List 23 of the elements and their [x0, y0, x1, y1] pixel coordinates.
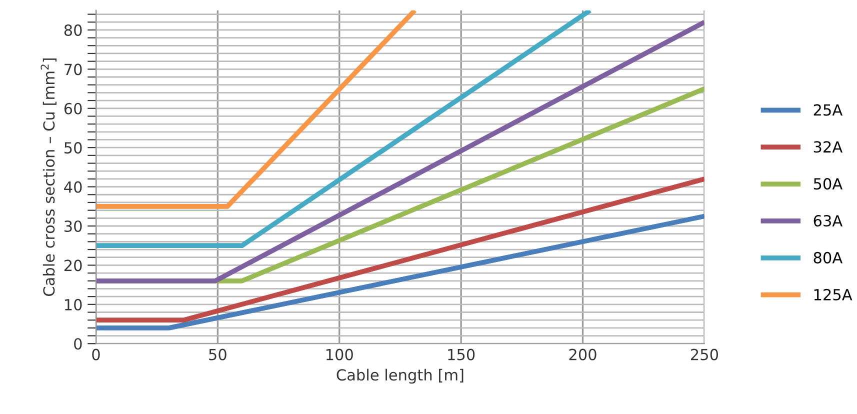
y-axis-title: Cable cross section – Cu [mm$^{2}$]	[40, 58, 57, 296]
x-tick-label: 250	[690, 348, 718, 360]
y-tick-label: 20	[64, 260, 82, 272]
y-tick-label: 50	[64, 142, 82, 154]
y-tick-label: 0	[74, 338, 82, 350]
y-tick-label: 40	[64, 181, 82, 193]
x-tick-label: 200	[569, 348, 596, 360]
y-tick-label: 80	[64, 24, 82, 36]
x-tick-label: 100	[326, 348, 353, 360]
y-tick-label: 30	[64, 220, 82, 232]
legend-label: 25A	[814, 104, 843, 116]
x-axis-title: Cable length [m]	[336, 368, 464, 384]
x-tick-label: 150	[448, 348, 475, 360]
y-tick-label: 60	[64, 102, 82, 114]
y-tick-label: 70	[64, 64, 82, 76]
legend-label: 32A	[814, 141, 843, 153]
x-tick-label: 0	[92, 348, 100, 360]
x-tick-label: 50	[209, 348, 226, 360]
legend-label: 50A	[814, 178, 843, 190]
y-tick-label: 10	[65, 298, 82, 310]
legend-label: 125A	[814, 288, 852, 300]
legend-label: 63A	[814, 214, 843, 227]
legend-label: 80A	[814, 252, 843, 264]
